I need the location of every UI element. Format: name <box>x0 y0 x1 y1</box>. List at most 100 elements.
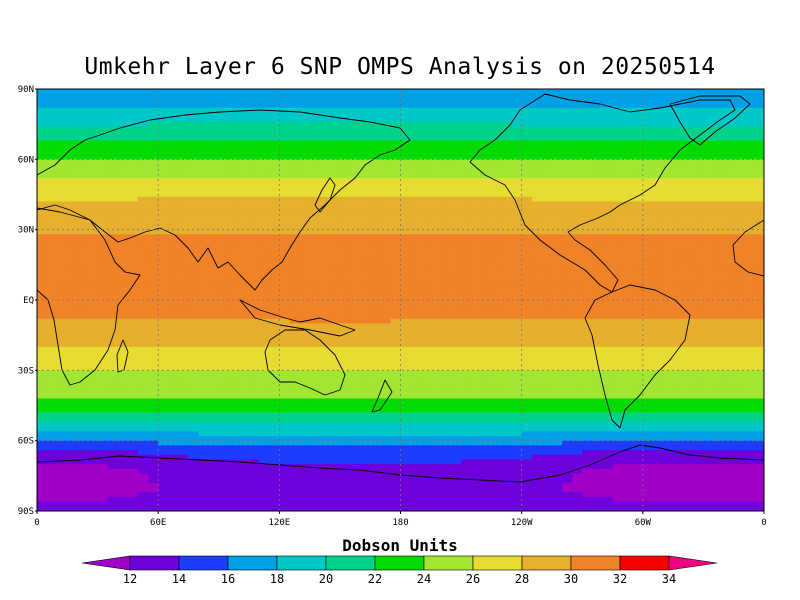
field-cell <box>592 276 604 282</box>
field-cell <box>188 398 200 404</box>
field-cell <box>440 201 452 207</box>
field-cell <box>47 229 58 235</box>
field-cell <box>390 267 402 273</box>
field-cell <box>77 178 89 184</box>
field-cell <box>228 384 240 390</box>
field-cell <box>481 276 492 282</box>
field-cell <box>733 112 745 118</box>
field-cell <box>309 192 321 198</box>
field-cell <box>562 281 573 287</box>
field-cell <box>117 370 129 376</box>
field-cell <box>592 103 604 109</box>
field-cell <box>400 276 412 282</box>
field-cell <box>592 126 604 132</box>
field-cell <box>319 93 331 99</box>
field-cell <box>37 360 48 367</box>
field-cell <box>582 375 593 381</box>
field-cell <box>723 178 735 184</box>
field-cell <box>309 300 321 306</box>
field-cell <box>440 159 452 165</box>
field-cell <box>450 239 462 245</box>
field-cell <box>531 271 543 278</box>
field-cell <box>158 271 169 278</box>
field-cell <box>582 262 593 268</box>
field-cell <box>663 107 674 114</box>
field-cell <box>390 403 402 409</box>
field-cell <box>47 346 58 353</box>
field-cell <box>521 149 533 156</box>
field-cell <box>238 412 250 418</box>
field-cell <box>743 328 755 334</box>
field-cell <box>471 300 482 306</box>
field-cell <box>188 412 200 418</box>
field-cell <box>511 117 523 123</box>
field-cell <box>208 360 220 367</box>
field-cell <box>137 398 149 404</box>
field-cell <box>87 206 99 212</box>
field-cell <box>562 407 573 414</box>
field-cell <box>218 412 230 418</box>
field-cell <box>178 224 190 231</box>
field-cell <box>329 149 341 156</box>
field-cell <box>127 276 139 282</box>
field-cell <box>208 356 220 362</box>
field-cell <box>279 135 291 142</box>
field-cell <box>430 140 442 146</box>
field-cell <box>652 154 664 160</box>
field-cell <box>319 389 331 395</box>
field-cell <box>57 365 68 371</box>
field-cell <box>87 173 99 179</box>
field-cell <box>531 126 543 132</box>
field-cell <box>238 375 250 381</box>
field-cell <box>208 220 220 226</box>
field-cell <box>37 351 48 357</box>
field-cell <box>562 149 573 156</box>
field-cell <box>400 304 412 310</box>
field-cell <box>360 224 371 231</box>
field-cell <box>168 131 179 137</box>
field-cell <box>582 192 593 198</box>
field-cell <box>713 285 725 292</box>
field-cell <box>178 332 190 339</box>
field-cell <box>541 384 553 390</box>
field-cell <box>380 243 392 250</box>
field-cell <box>683 107 694 114</box>
field-cell <box>622 206 634 212</box>
field-cell <box>652 253 664 259</box>
field-cell <box>541 192 553 198</box>
field-cell <box>57 253 68 259</box>
field-cell <box>440 375 452 381</box>
field-cell <box>158 351 169 357</box>
field-cell <box>299 323 311 329</box>
field-cell <box>531 93 543 99</box>
field-cell <box>47 351 58 357</box>
field-cell <box>279 262 291 268</box>
field-cell <box>198 328 210 334</box>
field-cell <box>360 201 371 207</box>
field-cell <box>753 243 764 250</box>
field-cell <box>400 201 412 207</box>
field-cell <box>450 145 462 151</box>
field-cell <box>198 239 210 245</box>
field-cell <box>673 121 684 128</box>
field-cell <box>461 103 472 109</box>
field-cell <box>723 201 735 207</box>
field-cell <box>642 393 654 400</box>
field-cell <box>168 412 179 418</box>
field-cell <box>309 351 321 357</box>
field-cell <box>168 253 179 259</box>
field-cell <box>743 206 755 212</box>
field-cell <box>622 370 634 376</box>
field-cell <box>703 140 715 146</box>
field-cell <box>329 234 341 240</box>
field-cell <box>97 215 109 221</box>
field-cell <box>551 98 563 104</box>
field-cell <box>57 107 68 114</box>
field-cell <box>753 267 764 273</box>
field-cell <box>228 159 240 165</box>
field-cell <box>360 159 371 165</box>
field-cell <box>572 295 583 301</box>
field-cell <box>117 164 129 170</box>
field-cell <box>127 201 139 207</box>
field-cell <box>137 281 149 287</box>
